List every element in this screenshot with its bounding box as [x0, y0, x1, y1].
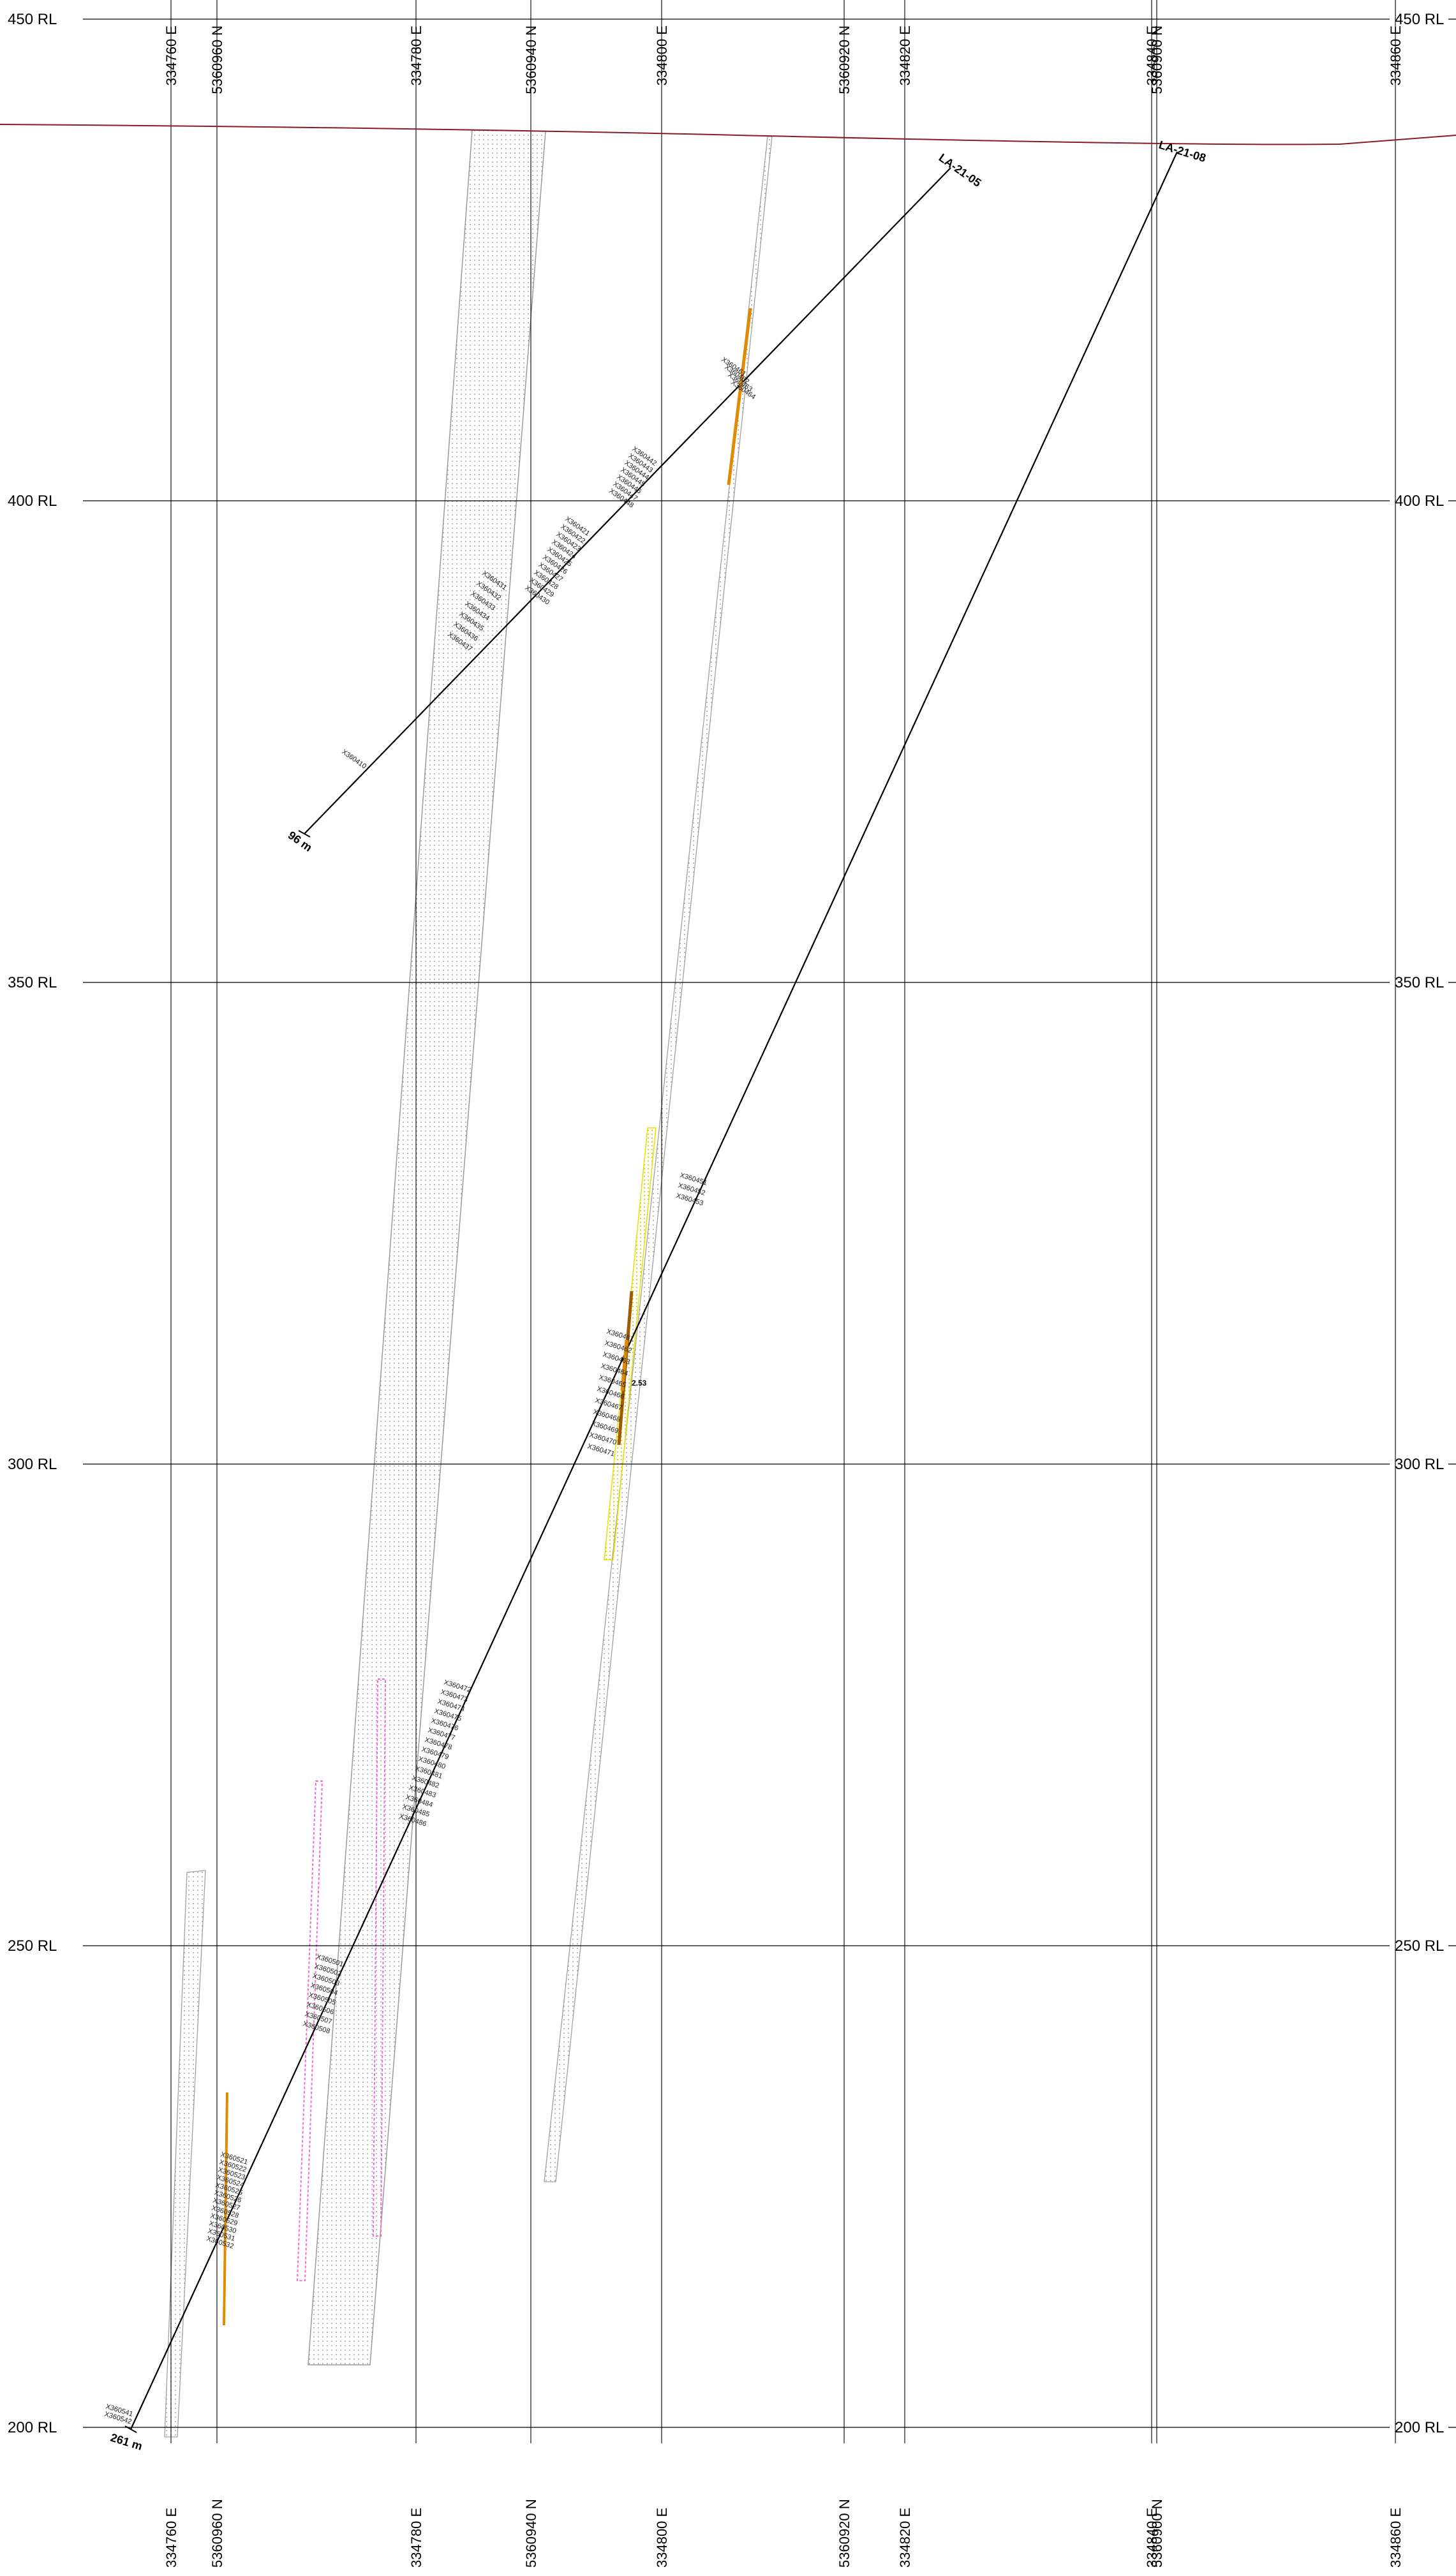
rl-label-left-400: 400 RL	[8, 492, 57, 510]
rl-label-right-300: 300 RL	[1395, 1456, 1444, 1473]
drillhole-LA-21-08-depth: 261 m	[109, 2431, 144, 2453]
grid-label-top-5: 5360920 N	[836, 26, 852, 94]
assay-bar-lower	[223, 2092, 228, 2326]
rl-label-right-200: 200 RL	[1395, 2419, 1444, 2436]
sample-label: X360410	[340, 748, 368, 771]
grid-label-top-2: 334780 E	[408, 26, 424, 85]
rl-label-right-350: 350 RL	[1395, 974, 1444, 991]
drill-traces	[124, 151, 1178, 2433]
hole05-end-tick	[298, 830, 311, 838]
grid-label-bottom-7: 334840 E	[1144, 2508, 1160, 2568]
rl-labels: 450 RL 450 RL 400 RL 400 RL 350 RL 350 RL 300 …	[8, 11, 1444, 2436]
grid-label-top-1: 5360960 N	[209, 26, 225, 94]
lower-left-lens	[164, 1870, 206, 2438]
vertical-grid-lines	[170, 0, 1396, 2443]
assay-bar-upper	[727, 307, 752, 485]
rl-label-left-200: 200 RL	[8, 2419, 57, 2436]
rl-label-left-450: 450 RL	[8, 11, 57, 28]
thin-lens-zone	[544, 136, 773, 2182]
rl-label-left-350: 350 RL	[8, 974, 57, 991]
horizontal-rl-lines	[83, 19, 1456, 2428]
grid-label-bottom-1: 5360960 N	[209, 2499, 225, 2568]
grid-label-bottom-3: 5360940 N	[523, 2499, 539, 2568]
rl-label-right-450: 450 RL	[1395, 11, 1444, 28]
pink-zone-1	[296, 1780, 323, 2281]
rl-label-left-300: 300 RL	[8, 1456, 57, 1473]
main-mineral-zone	[308, 130, 546, 2365]
grid-label-bottom-4: 334800 E	[654, 2508, 670, 2568]
grid-label-top-9: 334860 E	[1388, 26, 1404, 85]
grid-label-bottom-0: 334760 E	[163, 2508, 179, 2568]
drillhole-LA-21-05-label: LA-21-05	[937, 151, 984, 189]
grid-label-bottom-8: 5360900 N	[1149, 2499, 1165, 2568]
rl-label-right-400: 400 RL	[1395, 492, 1444, 510]
assay-value-label: 2.53	[632, 1379, 647, 1388]
drillhole-LA-21-05-trace	[304, 167, 951, 834]
drillhole-LA-21-05-depth: 96 m	[286, 829, 315, 854]
grid-labels-top: 334760 E 5360960 N 334780 E 5360940 N 334800…	[163, 26, 1404, 94]
topography-line	[0, 124, 1456, 145]
grid-label-top-3: 5360940 N	[523, 26, 539, 94]
grid-label-top-6: 334820 E	[897, 26, 913, 85]
grid-label-bottom-5: 5360920 N	[836, 2499, 852, 2568]
grid-label-top-7: 334840 E	[1144, 26, 1160, 85]
grid-label-top-4: 334800 E	[654, 26, 670, 85]
pink-zone-2	[372, 1678, 387, 2237]
hole08-end-tick	[124, 2425, 137, 2433]
grid-labels-bottom: 334760 E 5360960 N 334780 E 5360940 N 334800…	[163, 2499, 1404, 2568]
drillhole-LA-21-08-trace	[130, 151, 1178, 2430]
grid-label-bottom-6: 334820 E	[897, 2508, 913, 2568]
grid-label-top-8: 5360900 N	[1149, 26, 1165, 94]
rl-label-right-250: 250 RL	[1395, 1937, 1444, 1955]
drillhole-LA-21-08-label: LA-21-08	[1157, 138, 1208, 165]
grid-label-top-0: 334760 E	[163, 26, 179, 85]
assay-bar-mid-orange	[620, 1339, 628, 1391]
rl-label-left-250: 250 RL	[8, 1937, 57, 1955]
grid-label-bottom-2: 334780 E	[408, 2508, 424, 2568]
mineralized-zones	[164, 130, 773, 2438]
grid-label-bottom-9: 334860 E	[1388, 2508, 1404, 2568]
assay-intervals	[223, 307, 752, 2326]
